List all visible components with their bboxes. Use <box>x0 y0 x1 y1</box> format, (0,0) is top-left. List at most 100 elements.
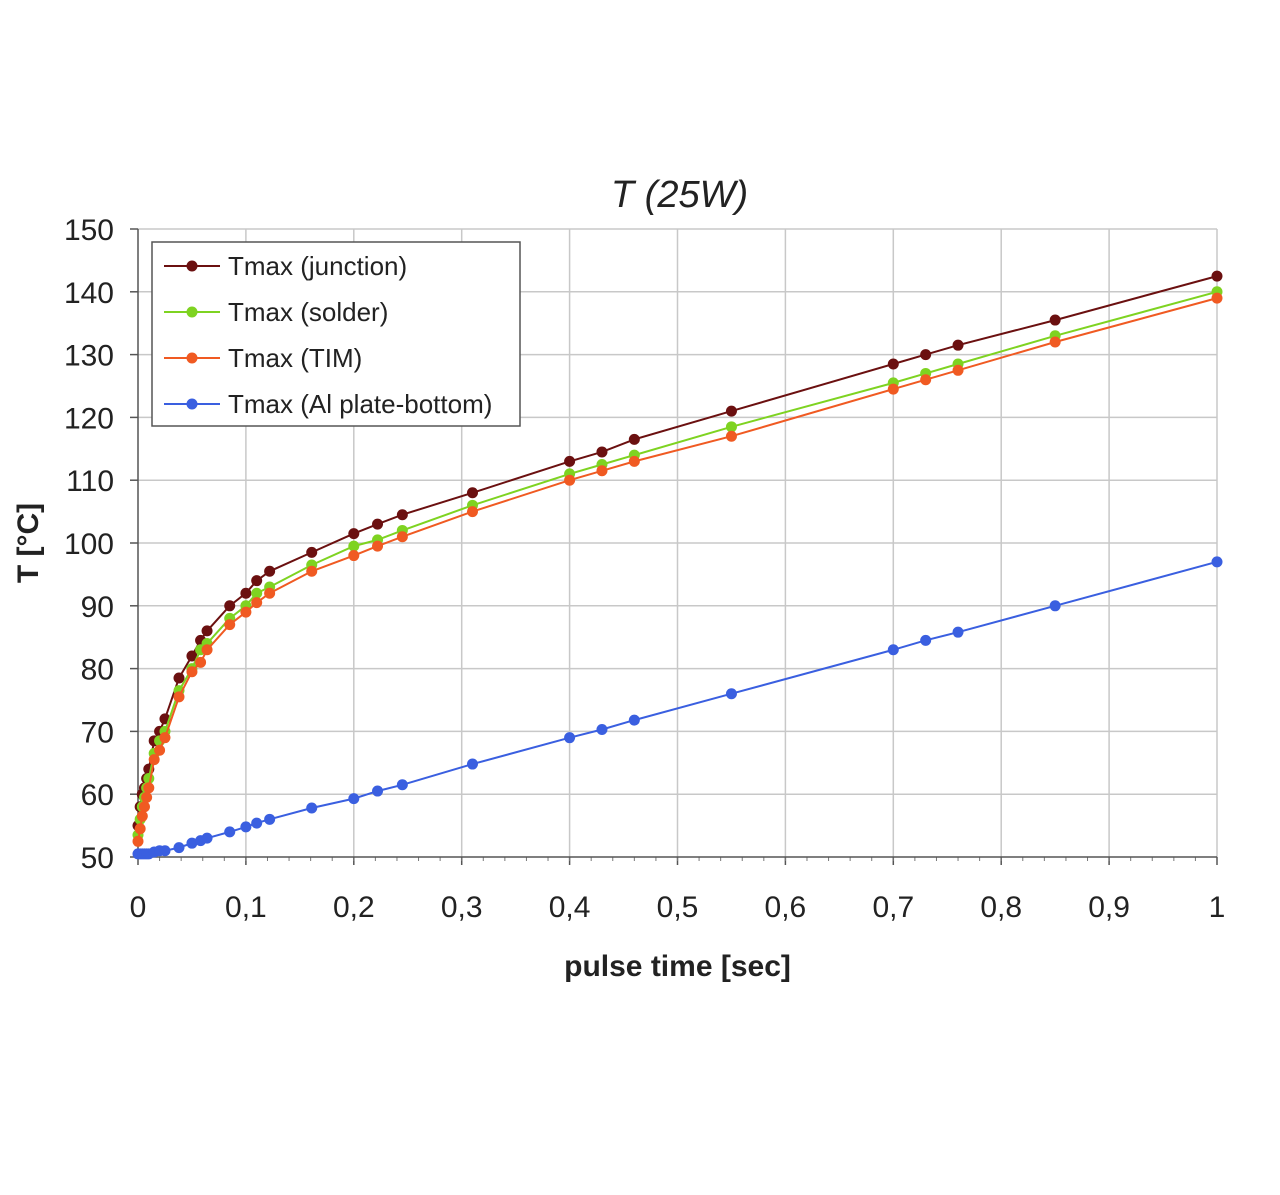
data-point <box>596 446 608 458</box>
legend-box <box>151 241 521 427</box>
y-tick-label: 50 <box>81 842 114 875</box>
data-point <box>240 606 252 618</box>
data-point <box>201 625 213 637</box>
data-point <box>264 813 276 825</box>
data-point <box>251 587 263 599</box>
data-point <box>306 565 318 577</box>
data-point <box>396 779 408 791</box>
grid <box>138 228 1218 857</box>
series-2 <box>132 292 1223 847</box>
data-point <box>628 714 640 726</box>
data-point <box>725 421 737 433</box>
data-point <box>920 634 932 646</box>
data-point <box>725 405 737 417</box>
data-point <box>564 732 576 744</box>
x-tick-label: 0,2 <box>333 891 375 924</box>
data-point <box>264 587 276 599</box>
series-3 <box>132 556 1223 860</box>
data-point <box>952 339 964 351</box>
data-point <box>466 506 478 518</box>
data-point <box>173 842 185 854</box>
x-tick-label: 0,8 <box>980 891 1022 924</box>
y-axis-label: T [°C] <box>12 503 45 583</box>
data-point <box>154 744 166 756</box>
data-point <box>887 358 899 370</box>
data-point <box>920 374 932 386</box>
data-point <box>952 626 964 638</box>
data-point <box>264 565 276 577</box>
data-point <box>173 672 185 684</box>
data-point <box>1049 600 1061 612</box>
data-point <box>466 758 478 770</box>
x-tick-label: 0,3 <box>441 891 483 924</box>
data-point <box>136 810 148 822</box>
y-tick-label: 80 <box>81 654 114 687</box>
data-point <box>1049 314 1061 326</box>
data-point <box>372 785 384 797</box>
legend-label: Tmax (solder) <box>228 297 388 327</box>
data-point <box>141 791 153 803</box>
data-point <box>251 575 263 587</box>
data-point <box>143 773 155 784</box>
y-tick-label: 70 <box>81 716 114 749</box>
legend-swatch-marker <box>186 306 198 318</box>
chart-title: T (25W) <box>611 174 748 216</box>
data-point <box>186 837 198 849</box>
x-tick-label: 0,9 <box>1088 891 1130 924</box>
data-point <box>372 518 384 530</box>
data-point <box>348 540 360 552</box>
x-tick-label: 0,6 <box>765 891 807 924</box>
data-point <box>224 619 236 631</box>
x-tick-label: 0,5 <box>657 891 699 924</box>
data-point <box>564 474 576 486</box>
data-point <box>1211 292 1223 304</box>
x-tick-label: 0,7 <box>872 891 914 924</box>
legend-swatch-marker <box>186 260 198 272</box>
legend-label: Tmax (Al plate-bottom) <box>228 389 492 419</box>
y-tick-label: 150 <box>64 214 114 247</box>
y-tick-label: 140 <box>64 277 114 310</box>
legend-label: Tmax (TIM) <box>228 343 362 373</box>
data-point <box>920 349 932 361</box>
data-point <box>251 817 263 829</box>
data-point <box>251 597 263 609</box>
data-point <box>564 455 576 467</box>
y-tick-label: 60 <box>81 779 114 812</box>
legend-label: Tmax (junction) <box>228 251 407 281</box>
legend: Tmax (junction) Tmax (solder) Tmax (TIM) Tm… <box>151 241 521 427</box>
legend-item: Tmax (Al plate-bottom) <box>164 389 492 419</box>
data-point <box>887 383 899 395</box>
series-layer <box>132 270 1223 860</box>
data-point <box>159 732 171 744</box>
data-point <box>596 724 608 736</box>
data-point <box>134 823 146 835</box>
y-tick-label: 90 <box>81 591 114 624</box>
data-point <box>396 531 408 543</box>
x-tick-label: 0 <box>130 891 147 924</box>
data-point <box>186 650 198 662</box>
data-point <box>186 666 198 678</box>
data-point <box>159 845 171 857</box>
data-point <box>348 528 360 540</box>
data-point <box>138 801 150 813</box>
axes: 0 0,1 0,2 0,3 0,4 0,5 0,6 0,7 0,8 0,9 150607080901… <box>64 214 1225 924</box>
data-point <box>952 364 964 376</box>
x-axis-label: pulse time [sec] <box>564 950 791 983</box>
legend-item: Tmax (solder) <box>164 297 388 327</box>
data-point <box>466 487 478 499</box>
data-point <box>1049 336 1061 348</box>
data-point <box>725 688 737 700</box>
data-point <box>224 600 236 612</box>
data-point <box>596 465 608 477</box>
data-point <box>306 546 318 558</box>
x-tick-label: 0,1 <box>225 891 267 924</box>
data-point <box>306 802 318 814</box>
data-point <box>173 691 185 703</box>
data-point <box>1211 270 1223 282</box>
y-tick-label: 120 <box>64 402 114 435</box>
legend-swatch-marker <box>186 352 198 364</box>
data-point <box>348 550 360 562</box>
data-point <box>240 587 252 599</box>
